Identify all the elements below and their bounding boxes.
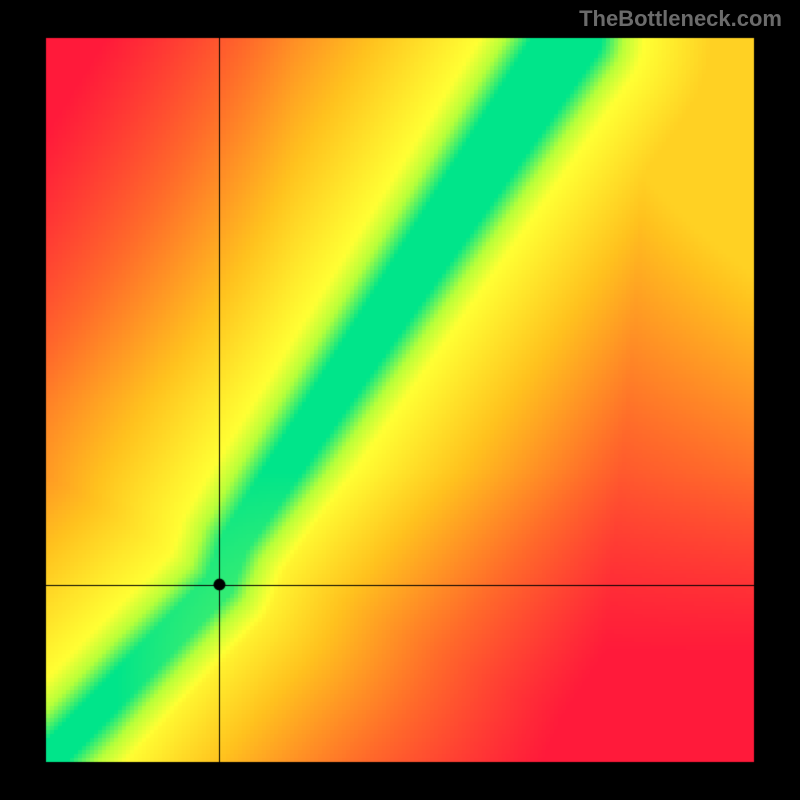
bottleneck-heatmap — [0, 0, 800, 800]
watermark-text: TheBottleneck.com — [579, 6, 782, 32]
chart-container: { "watermark": { "text": "TheBottleneck.… — [0, 0, 800, 800]
